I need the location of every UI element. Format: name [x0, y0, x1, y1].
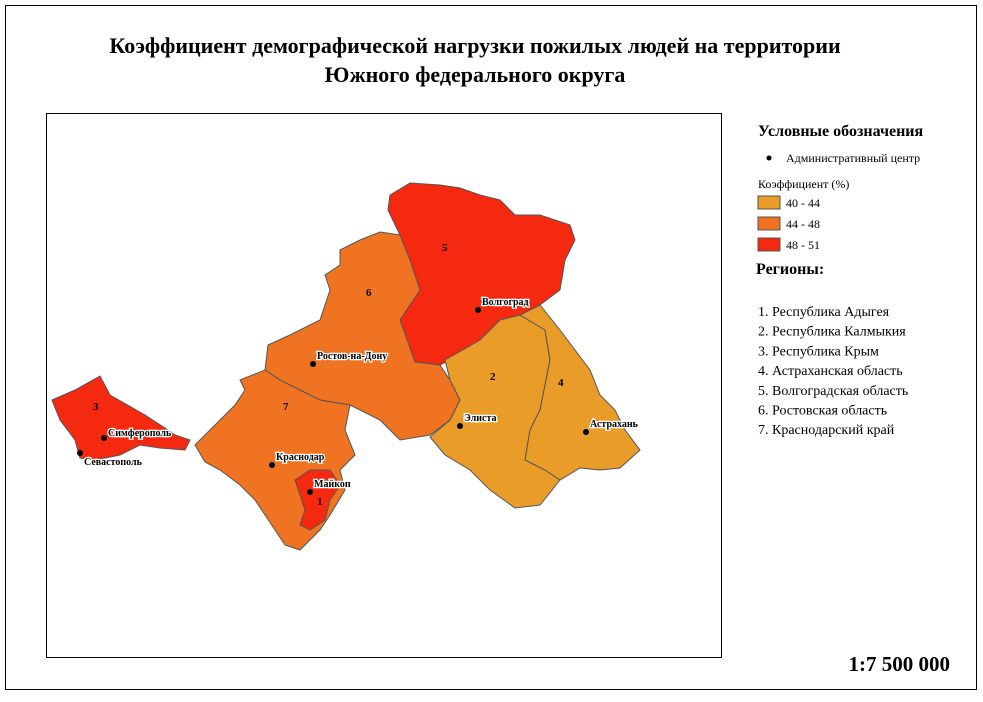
city-dot [457, 423, 463, 429]
city-label: Волгоград [482, 297, 529, 308]
region-number: 7 [283, 401, 289, 413]
region-list-item: 3. Республика Крым [758, 344, 879, 359]
legend-swatch [757, 237, 781, 252]
region-rostov [264, 231, 461, 441]
region-number: 2 [490, 371, 496, 383]
city-dot [310, 361, 316, 367]
legend-swatch [757, 216, 781, 231]
region-number: 5 [442, 242, 448, 254]
city-label: Ростов-на-Дону [317, 351, 387, 362]
region-number: 3 [93, 401, 99, 413]
regions [51, 182, 641, 551]
title-line: Южного федерального округа [325, 62, 626, 87]
region-list-item: 5. Волгоградская область [758, 384, 908, 399]
city-label: Майкоп [314, 479, 351, 490]
region-list-item: 7. Краснодарский край [758, 423, 895, 438]
region-adygea [294, 469, 341, 531]
region-astrakhan [518, 304, 641, 481]
legend-admin-center: Административный центр [786, 151, 920, 165]
legend-class-label: 48 - 51 [786, 238, 820, 252]
city-dot [77, 450, 83, 456]
legend-swatch [757, 195, 781, 210]
city-label: Астрахань [590, 419, 639, 430]
region-list-item: 1. Республика Адыгея [758, 305, 890, 320]
scale-label: 1:7 500 000 [849, 652, 951, 676]
region-number: 1 [317, 496, 323, 508]
city-dot [475, 307, 481, 313]
city-label: Краснодар [276, 452, 325, 463]
region-number: 6 [366, 287, 372, 299]
legend-class-label: 44 - 48 [786, 217, 820, 231]
city-dot [307, 489, 313, 495]
region-numbers: 1 2 3 4 5 6 7 [93, 242, 564, 508]
region-list-item: 4. Астраханская область [758, 364, 903, 379]
region-list-item: 2. Республика Калмыкия [758, 325, 906, 340]
region-number: 4 [558, 377, 564, 389]
page-border [5, 5, 977, 690]
legend-coef-label: Коэффициент (%) [758, 177, 849, 191]
region-list-item: 6. Ростовская область [758, 404, 887, 419]
cities: Волгоград Ростов-на-Дону Элиста Астрахан… [77, 296, 640, 495]
legend-dot [766, 155, 772, 161]
legend-class-label: 40 - 44 [786, 196, 820, 210]
title-line: Коэффициент демографической нагрузки пож… [109, 33, 841, 58]
city-label: Элиста [464, 413, 497, 424]
city-dot [101, 435, 107, 441]
regions-heading: Регионы: [756, 261, 824, 278]
legend: Условные обозначения Административный це… [756, 123, 924, 438]
legend-heading: Условные обозначения [758, 123, 924, 140]
city-label: Симферополь [108, 428, 172, 439]
city-label: Севастополь [84, 457, 143, 468]
map-frame [46, 113, 722, 658]
city-dot [269, 462, 275, 468]
city-dot [583, 429, 589, 435]
